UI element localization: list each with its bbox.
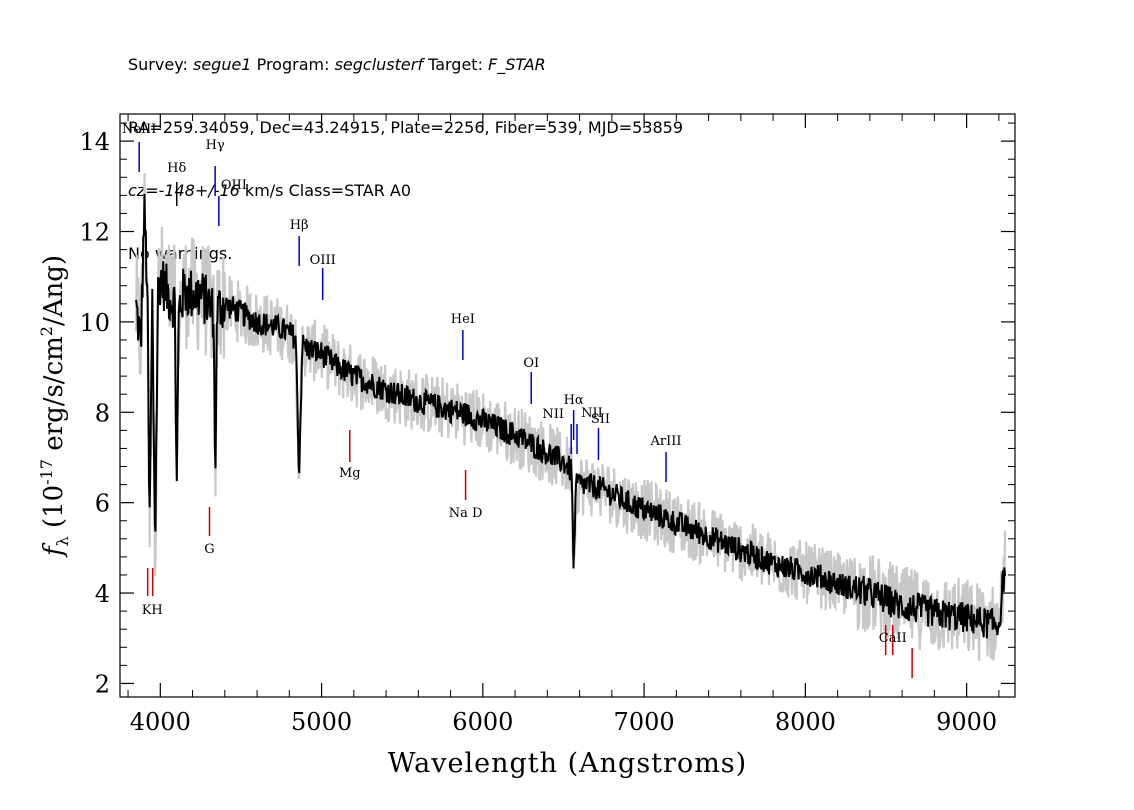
line-label: ArIII	[650, 434, 682, 449]
survey-value: segue1	[192, 55, 252, 74]
line-label: Mg	[339, 466, 361, 481]
x-tick-label: 7000	[614, 708, 675, 736]
line-label: NeIII	[122, 122, 156, 137]
plot-frame	[119, 113, 1016, 698]
line-label: Hβ	[290, 218, 309, 233]
y-label-unit-c: /Ang)	[39, 255, 69, 326]
line-label: Hγ	[206, 138, 225, 153]
line-label: OIII	[221, 178, 247, 193]
y-label-unit-b: erg/s/cm	[39, 336, 69, 459]
line-annotations: NeIIIHδHγOIIIHβOIIIHeIOINIIHαNIISIIArIII…	[122, 122, 913, 678]
target-value: F_STAR	[488, 55, 546, 74]
line-label: KH	[142, 603, 163, 618]
line-label: HeI	[451, 312, 475, 327]
redshift-value: cz=-148+/-16	[128, 181, 240, 200]
series-layer	[135, 193, 1006, 639]
y-tick-label: 8	[95, 399, 110, 427]
header-line-2: RA=259.34059, Dec=43.24915, Plate=2256, …	[128, 118, 684, 137]
x-tick-label: 5000	[291, 708, 352, 736]
x-tick-label: 9000	[936, 708, 997, 736]
x-axis-label: Wavelength (Angstroms)	[388, 748, 747, 779]
line-label: OI	[523, 356, 539, 371]
y-label-unit-a: (10	[39, 485, 69, 537]
line-label: Na D	[449, 506, 483, 521]
axis-ticks: 4000 5000 6000 7000 8000 9000 2 4 6 8 10 12 14	[79, 114, 1015, 736]
line-label: NII	[581, 406, 603, 421]
class-info: km/s Class=STAR A0	[239, 181, 412, 200]
y-label-lambda: λ	[53, 536, 72, 546]
line-label: OIII	[310, 253, 336, 268]
y-tick-label: 2	[95, 670, 110, 698]
program-value: segclusterf	[334, 55, 423, 74]
target-label: Target:	[428, 55, 483, 74]
header-line-1: Survey: segue1 Program: segclusterf Targ…	[128, 54, 683, 75]
y-label-exponent-2: 2	[37, 326, 56, 336]
y-tick-label: 10	[79, 309, 110, 337]
survey-label: Survey:	[128, 55, 188, 74]
y-tick-label: 14	[79, 128, 110, 156]
x-tick-label: 6000	[452, 708, 513, 736]
y-label-exponent: -17	[37, 459, 56, 485]
line-label: Hδ	[167, 161, 186, 176]
y-axis-label: fλ (10-17 erg/s/cm2/Ang)	[37, 255, 72, 558]
line-label: G	[204, 542, 214, 557]
y-tick-label: 6	[95, 490, 110, 518]
line-label: SII	[591, 412, 610, 427]
y-tick-label: 4	[95, 580, 110, 608]
y-tick-label: 12	[79, 219, 110, 247]
x-tick-label: 4000	[130, 708, 191, 736]
line-label: Hα	[564, 393, 584, 408]
line-label: CaII	[879, 631, 907, 646]
spectrum-header: Survey: segue1 Program: segclusterf Targ…	[128, 12, 683, 285]
x-tick-label: 8000	[775, 708, 836, 736]
program-label: Program:	[256, 55, 330, 74]
flux-series-line	[135, 193, 1006, 639]
header-line-3: cz=-148+/-16 km/s Class=STAR A0	[128, 180, 683, 201]
line-label: NII	[542, 407, 564, 422]
